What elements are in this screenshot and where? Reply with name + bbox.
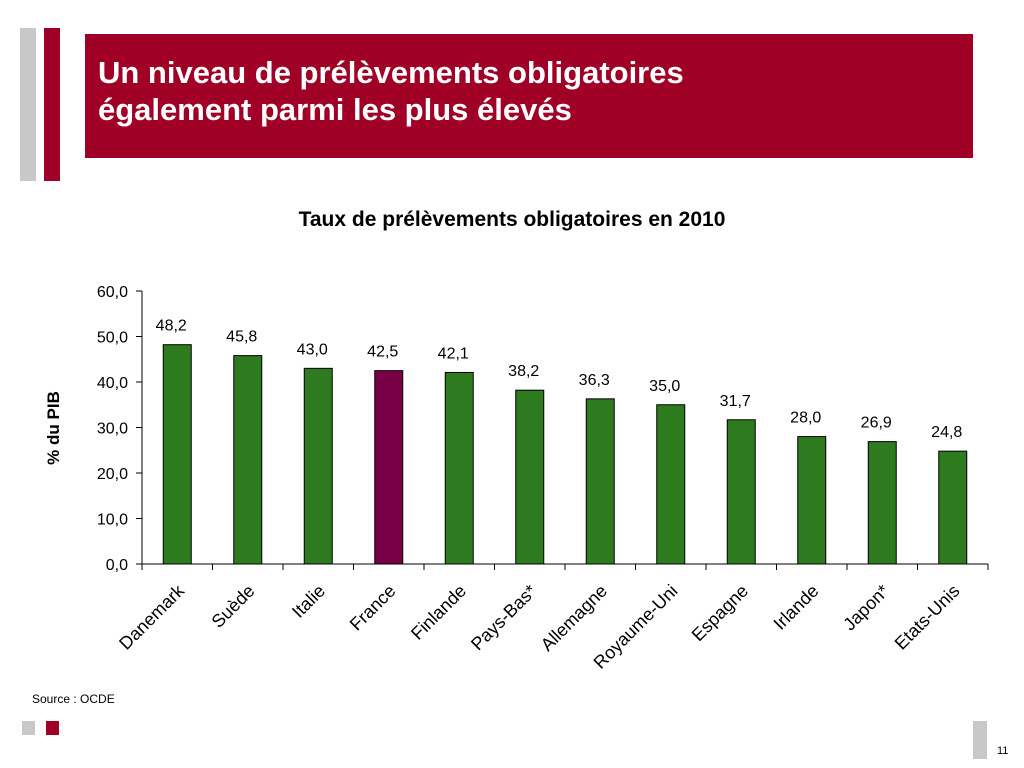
- data-label: 36,3: [579, 372, 610, 389]
- slide-title-line-2: également parmi les plus élevés: [98, 92, 572, 127]
- plot-area: 0,0 10,0 20,0 30,0 40,0 50,0 60,0 48,2 Danemark 4…: [97, 284, 989, 673]
- y-axis-label: % du PIB: [44, 391, 63, 465]
- bar: [938, 450, 968, 565]
- x-tick-label: Allemagne: [537, 581, 611, 655]
- decorative-red-square: [46, 721, 59, 735]
- x-tick-label: Suède: [208, 581, 259, 632]
- bar: [233, 355, 263, 565]
- bar: [162, 344, 192, 565]
- data-label: 28,0: [790, 410, 821, 427]
- x-tick-label: Finlande: [407, 581, 470, 644]
- y-tick-label: 40,0: [97, 375, 128, 392]
- y-tick-label: 10,0: [97, 512, 128, 529]
- bar: [515, 389, 545, 565]
- x-tick-label: Etats-Unis: [891, 581, 964, 654]
- data-label: 42,1: [438, 345, 469, 362]
- x-tick-label: France: [346, 581, 400, 635]
- data-label: 26,9: [861, 415, 892, 432]
- x-tick-label: Japon*: [839, 581, 893, 635]
- x-tick-label: Danemark: [115, 580, 189, 654]
- data-label: 24,8: [931, 424, 962, 441]
- slide-title-banner: Un niveau de prélèvements obligatoires é…: [85, 34, 973, 158]
- bar: [374, 370, 404, 565]
- bar: [867, 441, 897, 565]
- x-tick-label: Pays-Bas*: [467, 581, 541, 655]
- y-tick-label: 0,0: [106, 557, 128, 574]
- bar: [444, 371, 474, 565]
- slide-title-line-1: Un niveau de prélèvements obligatoires: [98, 55, 684, 90]
- decorative-gray-square: [22, 721, 35, 735]
- slide-title: Un niveau de prélèvements obligatoires é…: [98, 54, 973, 128]
- decorative-gray-bar-bottom: [973, 721, 987, 759]
- y-tick-label: 30,0: [97, 421, 128, 438]
- data-label: 45,8: [226, 329, 257, 346]
- data-label: 35,0: [649, 378, 680, 395]
- data-label: 48,2: [156, 318, 187, 335]
- x-tick-label: Italie: [288, 581, 329, 622]
- y-tick-label: 60,0: [97, 284, 128, 301]
- bar: [797, 436, 827, 565]
- data-label: 43,0: [297, 341, 328, 358]
- data-label: 38,2: [508, 363, 539, 380]
- decorative-red-bar: [44, 28, 60, 181]
- decorative-gray-bar: [20, 28, 36, 181]
- bar: [303, 367, 333, 565]
- y-tick-label: 50,0: [97, 330, 128, 347]
- source-note: Source : OCDE: [32, 692, 115, 706]
- page-number: 11: [997, 745, 1009, 757]
- y-tick-label: 20,0: [97, 466, 128, 483]
- bar: [726, 419, 756, 565]
- x-tick-label: Irlande: [770, 581, 823, 634]
- data-label: 31,7: [720, 393, 751, 410]
- x-tick-label: Espagne: [688, 581, 752, 645]
- chart-title: Taux de prélèvements obligatoires en 201…: [299, 208, 726, 231]
- bar: [656, 404, 686, 565]
- data-label: 42,5: [367, 344, 398, 361]
- bar: [585, 398, 615, 565]
